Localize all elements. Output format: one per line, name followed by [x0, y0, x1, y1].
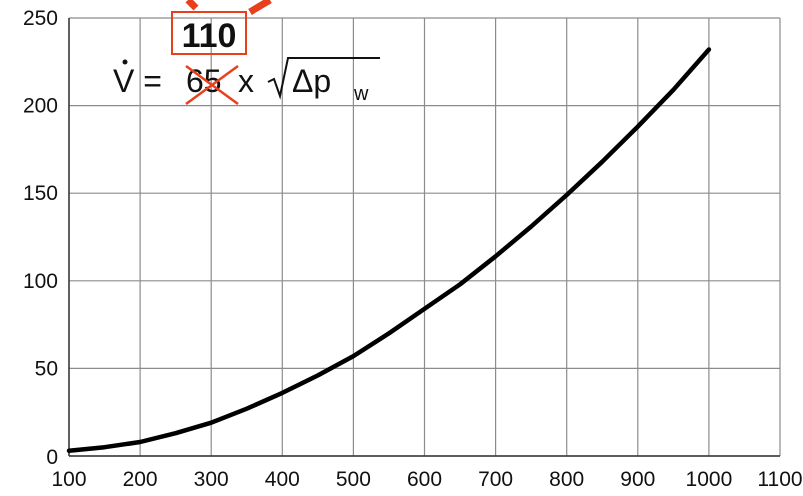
x-tick-label: 800 [549, 468, 584, 491]
y-tick-label: 150 [23, 182, 58, 205]
correction-arrow-right [248, 0, 272, 16]
x-tick-label: 600 [407, 468, 442, 491]
x-tick-label: 900 [620, 468, 655, 491]
x-tick-label: 300 [194, 468, 229, 491]
y-tick-label: 200 [23, 95, 58, 118]
x-tick-label: 200 [123, 468, 158, 491]
x-tick-label: 1100 [757, 468, 802, 491]
correction-annotation: 110 [171, 0, 272, 55]
formula-lhs: V = [113, 63, 162, 99]
x-tick-label: 500 [336, 468, 371, 491]
flow-rate-dot [122, 59, 128, 65]
axes [68, 18, 780, 457]
y-tick-label: 0 [46, 446, 58, 469]
grid [68, 17, 781, 457]
x-tick-label: 700 [478, 468, 513, 491]
strike-cross-icon [185, 64, 239, 106]
series-line [66, 47, 712, 453]
x-tick-label: 400 [265, 468, 300, 491]
corrected-coefficient-box [171, 11, 247, 55]
formula-radicand: Δp [292, 63, 331, 99]
x-tick-labels: 100 200 300 400 500 600 700 800 900 1000 1100 [51, 468, 802, 491]
corrected-coefficient: 110 [182, 17, 237, 55]
correction-arrow-left [185, 0, 199, 11]
y-tick-label: 100 [23, 270, 58, 293]
formula-subscript: w [353, 83, 369, 105]
y-tick-label: 50 [35, 357, 58, 380]
formula-rhs: x [238, 63, 254, 99]
x-tick-label: 100 [51, 468, 86, 491]
y-tick-labels: 0 50 100 150 200 250 [23, 7, 58, 469]
formula: V = 65 x Δp w [113, 57, 380, 106]
y-tick-label: 250 [23, 7, 58, 30]
x-tick-label: 1000 [686, 468, 733, 491]
series-layer [66, 47, 712, 453]
square-root-icon [267, 57, 380, 100]
